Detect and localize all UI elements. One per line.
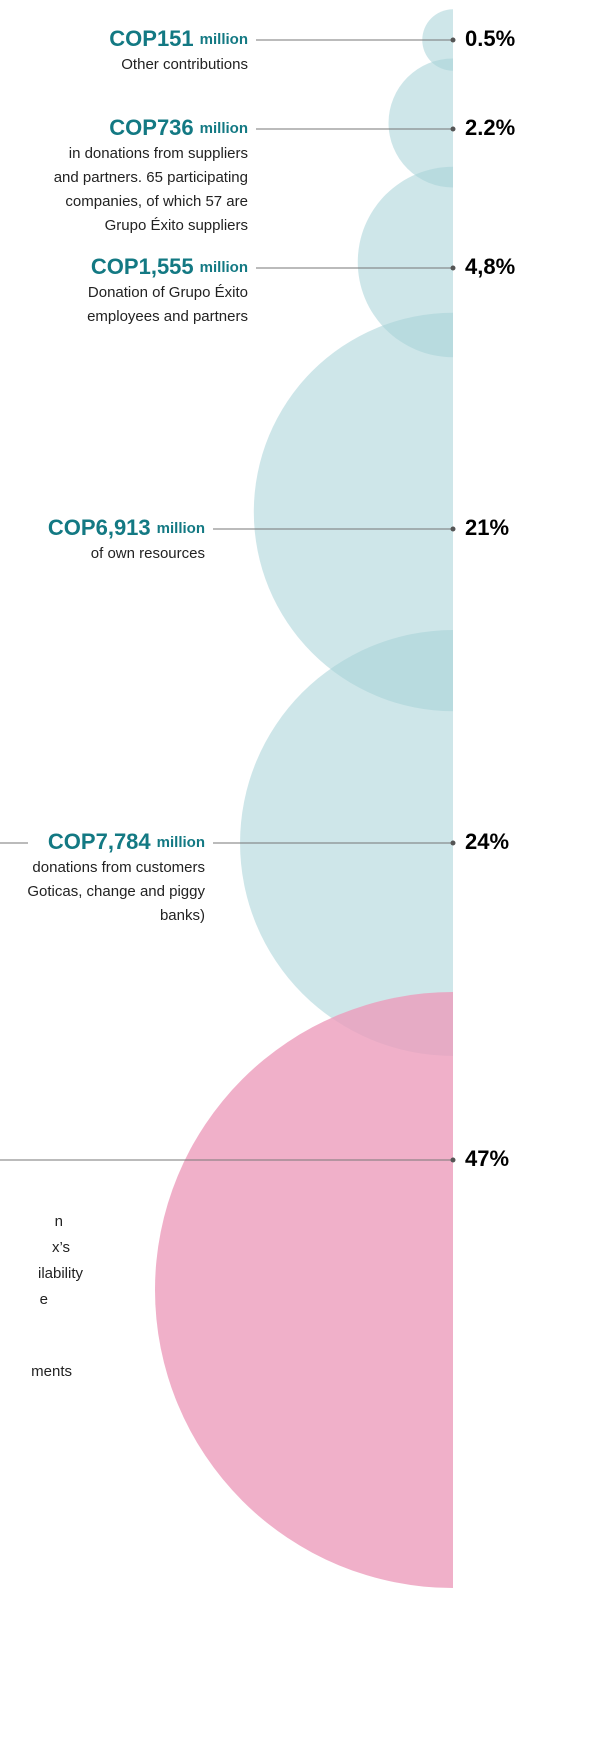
description: ilability	[38, 1265, 84, 1282]
percent-label: 47%	[465, 1146, 509, 1171]
description: of own resources	[91, 545, 205, 562]
unit: million	[157, 834, 205, 851]
bubble	[388, 58, 453, 188]
bubble	[155, 992, 453, 1588]
description: e	[40, 1291, 48, 1308]
bubble	[357, 166, 453, 358]
leader-dot	[450, 526, 456, 532]
description: donations from customers	[32, 859, 205, 876]
description: companies, of which 57 are	[65, 193, 248, 210]
leader-dot	[450, 840, 456, 846]
description: n	[55, 1213, 63, 1230]
description: ments	[31, 1363, 72, 1380]
leader-dot	[450, 265, 456, 271]
amount-label: COP151 million	[109, 26, 248, 51]
percent-label: 24%	[465, 829, 509, 854]
bubbles	[155, 9, 453, 1588]
leader-dot	[450, 37, 456, 43]
amount: COP6,913	[48, 515, 151, 540]
amount-label: COP7,784 million	[48, 829, 205, 854]
amount-label: COP736 million	[109, 115, 248, 140]
description: Goticas, change and piggy	[27, 883, 205, 900]
description: Donation of Grupo Éxito	[88, 284, 248, 301]
unit: million	[200, 31, 248, 48]
leader-dot	[450, 126, 456, 132]
percent-label: 21%	[465, 515, 509, 540]
leader-dot	[450, 1157, 456, 1163]
amount: COP151	[109, 26, 193, 51]
description: x’s	[52, 1239, 70, 1256]
labels: COP151 million Other contributions 0.5% COP7…	[0, 26, 515, 1380]
description: in donations from suppliers	[69, 145, 248, 162]
amount-label: COP1,555 million	[91, 254, 248, 279]
percent-label: 4,8%	[465, 254, 515, 279]
amount: COP736	[109, 115, 193, 140]
description: banks)	[160, 907, 205, 924]
percent-label: 2.2%	[465, 115, 515, 140]
amount: COP7,784	[48, 829, 151, 854]
unit: million	[200, 259, 248, 276]
bubble	[253, 312, 453, 712]
amount: COP1,555	[91, 254, 194, 279]
percent-label: 0.5%	[465, 26, 515, 51]
amount-label: COP6,913 million	[48, 515, 205, 540]
description: Grupo Éxito suppliers	[105, 217, 248, 234]
unit: million	[157, 520, 205, 537]
unit: million	[200, 120, 248, 137]
description: Other contributions	[121, 56, 248, 73]
description: and partners. 65 participating	[54, 169, 248, 186]
description: employees and partners	[87, 308, 248, 325]
